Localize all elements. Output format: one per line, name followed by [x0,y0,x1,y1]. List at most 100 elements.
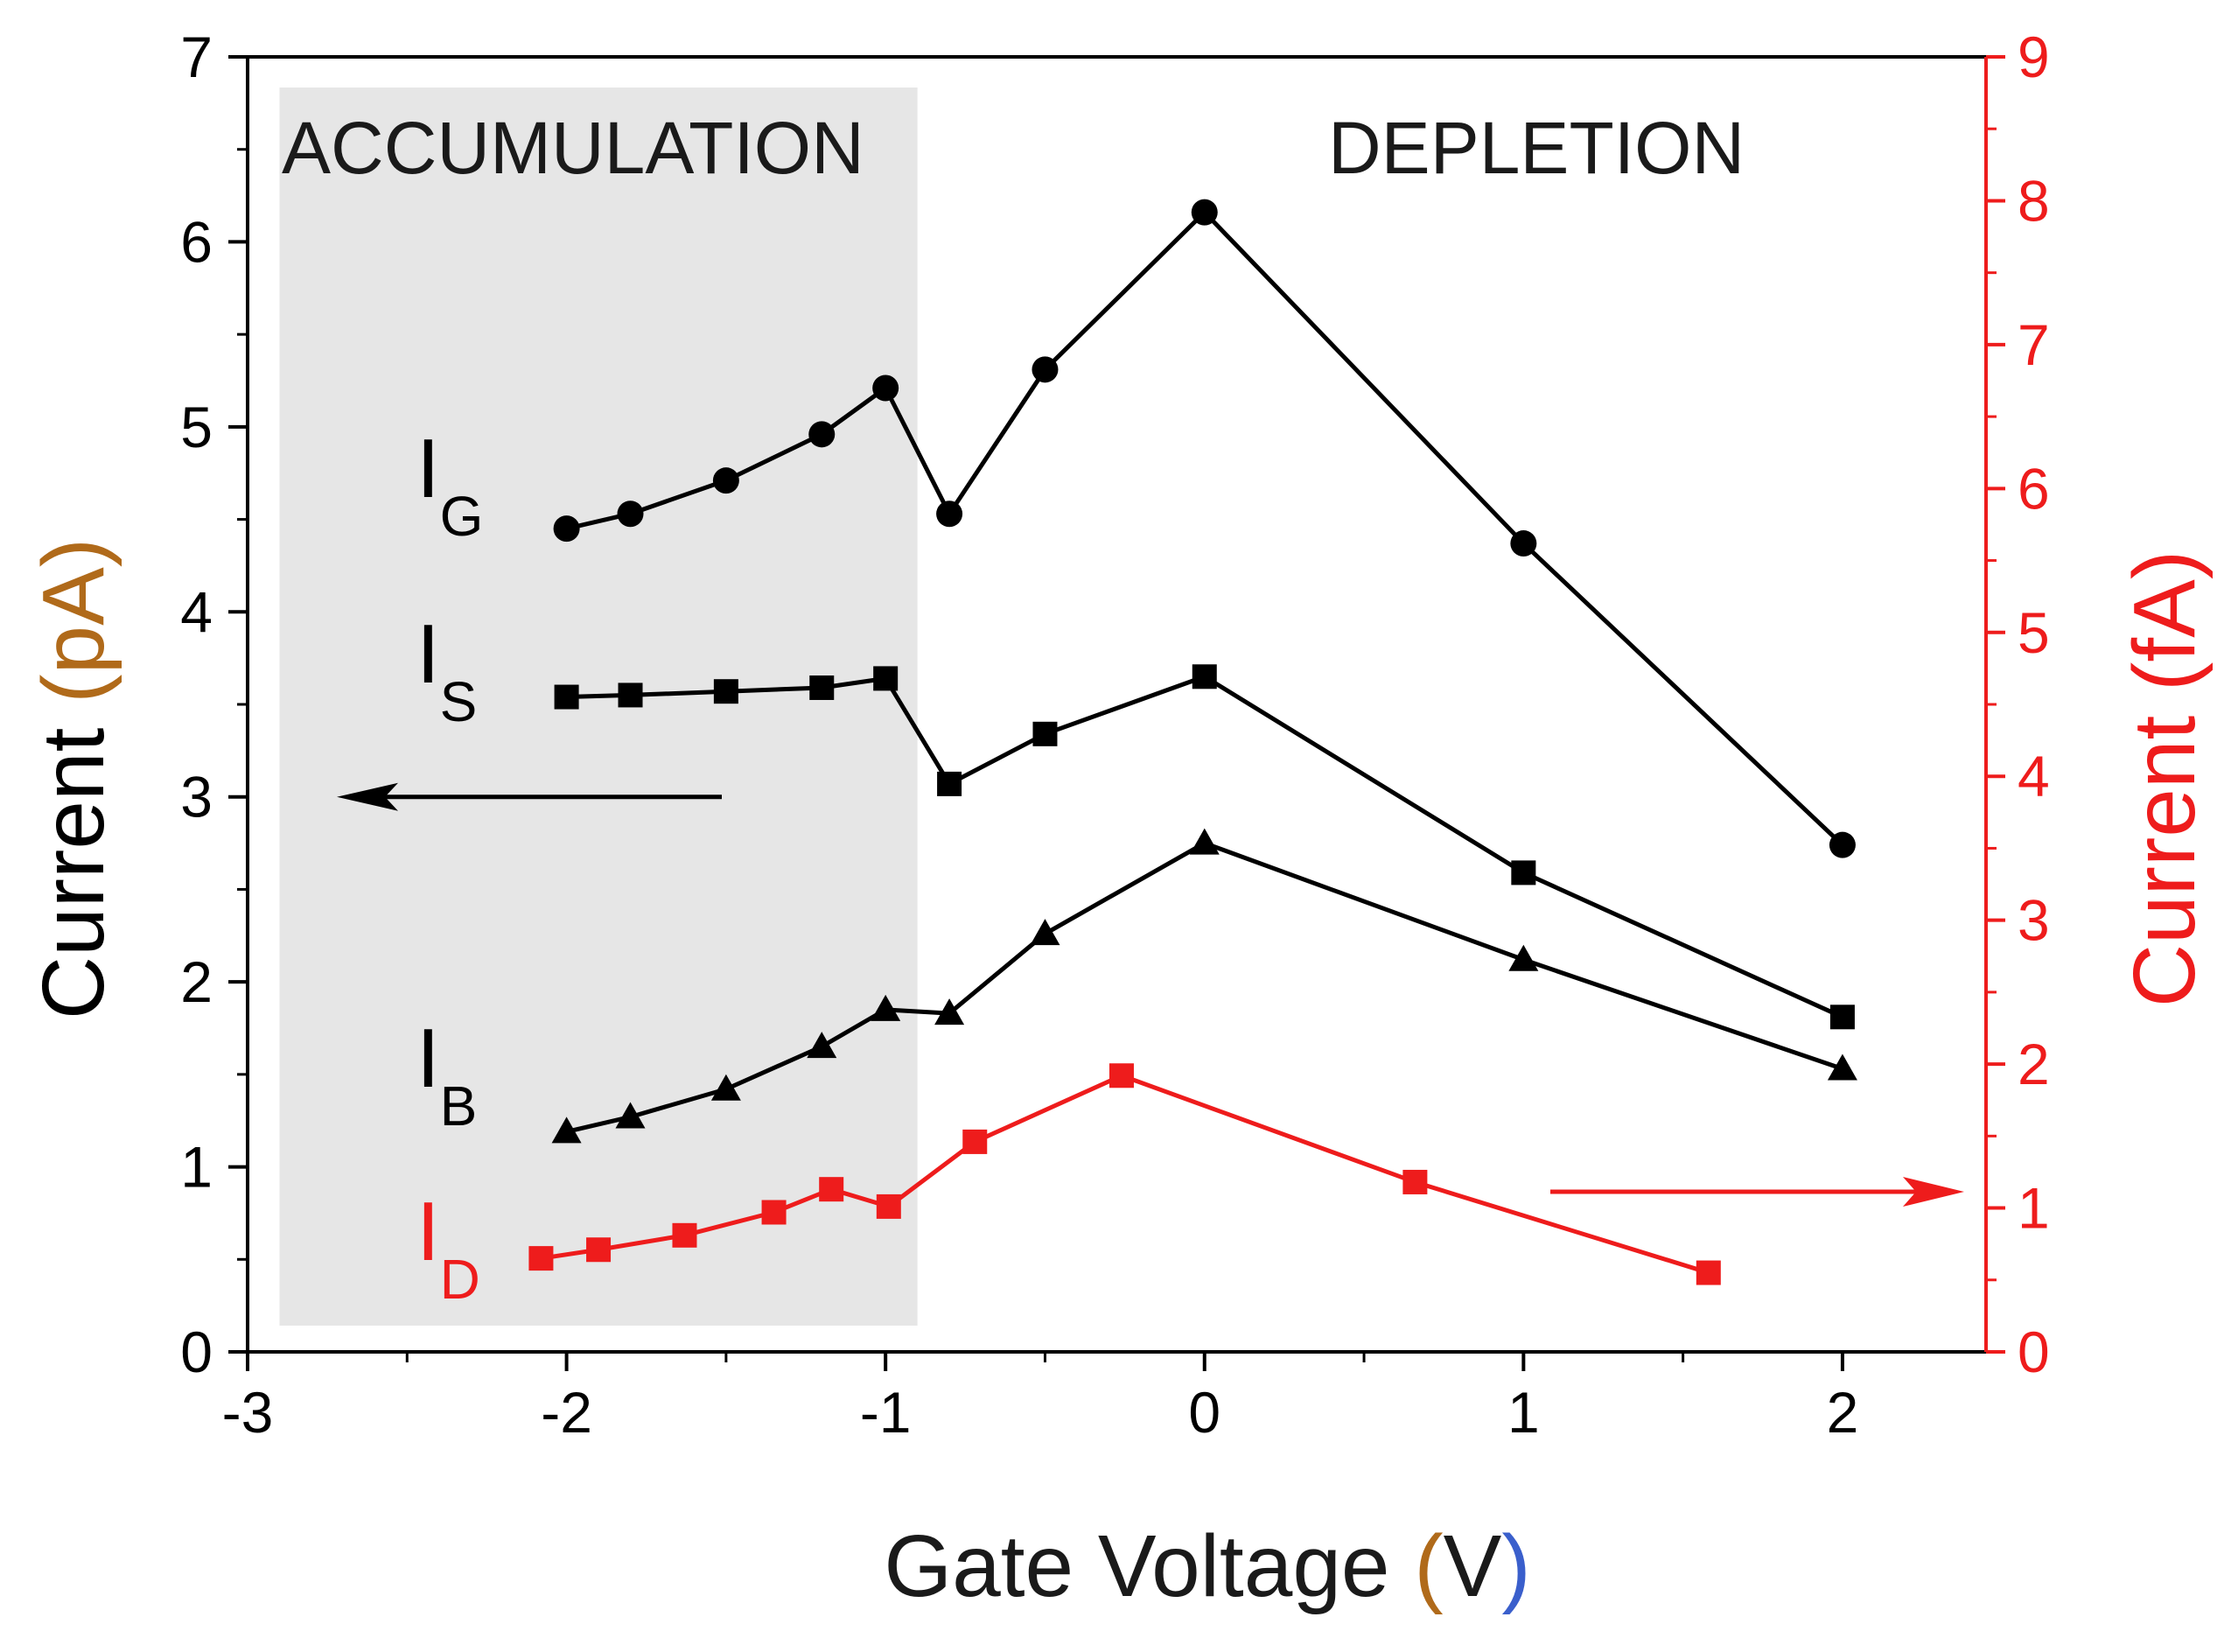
series-line-ib [566,841,1843,1134]
data-point-is [1511,860,1536,886]
x-axis-title-main: Gate Voltage [884,1517,1414,1615]
left-axis-arrow-head [337,782,398,811]
series-label-ib-main: I [416,1012,440,1105]
accumulation-region [279,88,918,1326]
data-point-ig [712,467,739,494]
x-axis-title-open: ( [1414,1517,1443,1615]
y-left-axis-title: Current (pA) [24,538,122,1019]
data-point-id [819,1177,844,1202]
y-left-tick-label: 4 [180,579,213,644]
y-right-axis-title-unit: (fA) [2116,550,2214,691]
y-left-tick-label: 6 [180,209,213,274]
right-axis-arrow-head [1903,1177,1964,1207]
y-right-tick-label: 1 [2018,1176,2050,1241]
x-axis-title-unit: V [1444,1517,1502,1615]
data-point-id [962,1129,988,1154]
y-left-axis-ticks: 0 1 2 3 4 5 6 7 [180,24,248,1384]
y-right-axis-ticks: 0 1 2 3 4 5 6 7 8 9 [1986,24,2050,1384]
data-point-is [809,675,835,700]
data-point-is [1829,1004,1855,1030]
data-point-ib [807,1032,837,1059]
data-point-is [873,666,899,691]
y-right-tick-label: 6 [2018,456,2050,521]
accumulation-shade [279,88,918,1326]
data-point-ig [1510,530,1537,557]
x-tick-label: -3 [222,1380,274,1445]
y-right-tick-label: 3 [2018,888,2050,953]
x-tick-label: -1 [860,1380,912,1445]
data-point-ig [936,500,963,528]
x-tick-label: -2 [541,1380,592,1445]
y-left-axis-title-unit: (pA) [24,538,122,704]
series-label-id: ID [416,1185,480,1311]
y-right-tick-label: 0 [2018,1320,2050,1384]
series-label-is-main: I [416,607,440,701]
data-point-ib [710,1074,741,1101]
x-axis-title: Gate Voltage (V) [884,1517,1530,1615]
data-point-id [1696,1260,1721,1285]
data-point-id [586,1237,612,1263]
y-right-tick-label: 8 [2018,168,2050,233]
series-label-id-sub: D [440,1248,480,1311]
series-label-ig: IG [416,422,483,548]
y-right-axis-title: Current (fA) [2116,550,2214,1007]
y-left-tick-label: 3 [180,765,213,830]
data-point-ig [617,500,644,528]
x-tick-label: 0 [1188,1380,1220,1445]
y-right-tick-label: 2 [2018,1032,2050,1096]
y-right-axis-title-main: Current [2116,691,2214,1007]
y-left-tick-label: 7 [180,24,213,89]
data-point-ig [1191,199,1218,226]
data-point-ig [1032,356,1059,383]
series-label-ib-sub: B [440,1074,478,1138]
data-point-id [761,1200,787,1225]
x-tick-label: 2 [1827,1380,1859,1445]
data-point-id [876,1194,901,1219]
data-point-ig [872,374,899,402]
data-point-ib [1508,944,1539,971]
series-label-is-sub: S [440,670,478,733]
axis-arrows [337,782,1964,1207]
data-point-ib [1827,1054,1857,1081]
data-point-id [528,1246,554,1271]
data-point-ig [808,421,836,448]
series-line-is [566,674,1843,1019]
data-point-ig [553,515,580,542]
region-label-depletion: DEPLETION [1328,107,1745,189]
series-label-ig-main: I [416,422,440,515]
y-left-tick-label: 2 [180,949,213,1014]
series-line-id [541,1073,1710,1275]
series-label-id-main: I [416,1185,440,1278]
data-point-id [672,1222,697,1248]
series-group [528,199,1857,1285]
data-point-is [1032,721,1058,746]
data-point-ib [1189,828,1220,855]
data-point-id [1402,1169,1428,1194]
data-point-is [713,679,738,704]
x-axis-title-close: ) [1501,1517,1530,1615]
data-point-is [554,684,579,710]
data-point-is [937,771,962,796]
data-point-ib [1030,919,1060,946]
x-axis-ticks: -3 -2 -1 0 1 2 [222,1352,1859,1445]
region-label-accumulation: ACCUMULATION [282,107,864,189]
y-left-axis-title-main: Current [24,704,122,1019]
y-right-tick-label: 9 [2018,24,2050,89]
data-point-is [618,682,643,708]
series-label-ig-sub: G [440,485,484,548]
x-tick-label: 1 [1507,1380,1540,1445]
data-point-ib [551,1116,582,1144]
y-left-tick-label: 5 [180,395,213,459]
series-line-ig [566,210,1844,847]
data-point-ig [1829,831,1856,858]
series-label-is: IS [416,607,477,733]
data-point-ib [934,998,965,1026]
y-right-tick-label: 7 [2018,312,2050,377]
data-point-is [1192,664,1217,690]
series-label-ib: IB [416,1012,477,1138]
data-point-id [1109,1063,1134,1088]
y-left-tick-label: 0 [180,1320,213,1384]
data-point-ib [871,994,901,1021]
y-right-tick-label: 4 [2018,744,2050,808]
